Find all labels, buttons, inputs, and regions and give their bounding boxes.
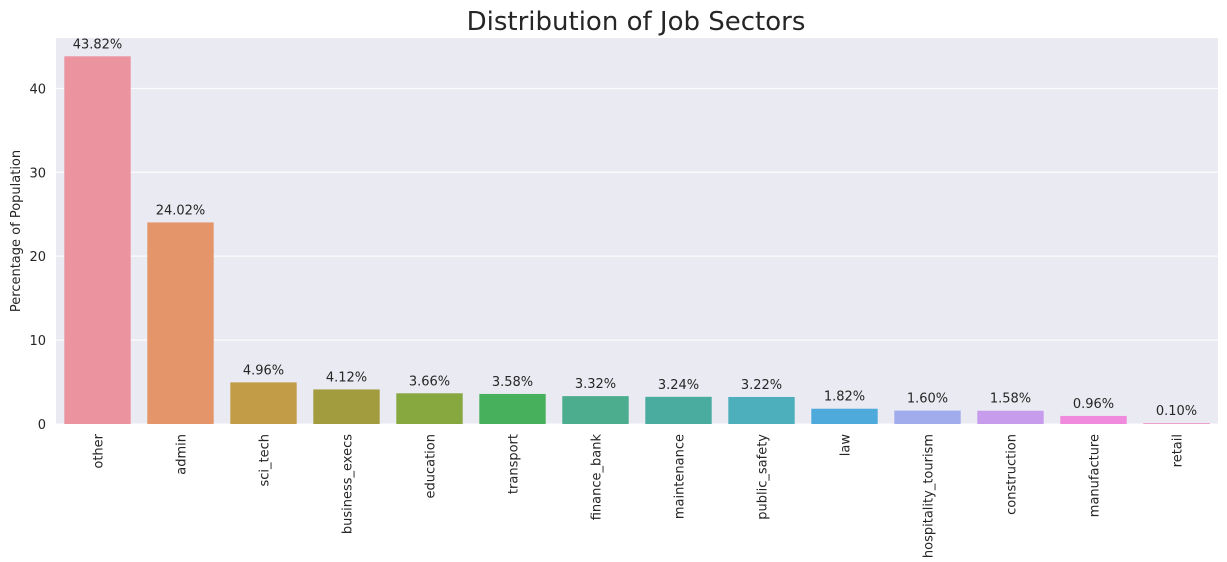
x-tick-label-sci_tech: sci_tech xyxy=(258,434,273,487)
value-label-admin: 24.02% xyxy=(156,203,206,218)
x-tick-label-transport: transport xyxy=(507,434,522,494)
value-label-business_execs: 4.12% xyxy=(326,370,367,385)
bar-hospitality_tourism xyxy=(894,410,961,424)
y-tick-label: 30 xyxy=(29,166,46,181)
bar-finance_bank xyxy=(562,396,629,424)
bars xyxy=(64,56,1210,425)
y-tick-label: 20 xyxy=(29,250,46,265)
y-tick-label: 0 xyxy=(38,418,46,433)
value-label-maintenance: 3.24% xyxy=(658,378,699,393)
bar-construction xyxy=(977,410,1044,424)
value-label-retail: 0.10% xyxy=(1156,404,1197,419)
plot-area xyxy=(56,38,1218,424)
value-label-education: 3.66% xyxy=(409,374,450,389)
x-tick-label-retail: retail xyxy=(1171,434,1186,467)
x-tick-label-education: education xyxy=(424,434,439,499)
value-label-hospitality_tourism: 1.60% xyxy=(907,392,948,407)
bar-education xyxy=(396,393,463,424)
value-label-sci_tech: 4.96% xyxy=(243,363,284,378)
value-label-manufacture: 0.96% xyxy=(1073,397,1114,412)
x-tick-label-maintenance: maintenance xyxy=(673,434,688,519)
x-tick-label-other: other xyxy=(92,433,107,468)
value-label-construction: 1.58% xyxy=(990,392,1031,407)
x-axis-ticks: other admin sci_tech business_execs educatio… xyxy=(92,433,1186,558)
x-tick-label-manufacture: manufacture xyxy=(1088,434,1103,517)
bar-retail xyxy=(1143,423,1210,424)
value-label-law: 1.82% xyxy=(824,390,865,405)
chart-title: Distribution of Job Sectors xyxy=(467,7,806,37)
value-label-transport: 3.58% xyxy=(492,375,533,390)
bar-other xyxy=(64,56,131,425)
bar-public_safety xyxy=(728,396,795,424)
x-tick-label-hospitality_tourism: hospitality_tourism xyxy=(922,434,937,558)
value-label-public_safety: 3.22% xyxy=(741,378,782,393)
bar-law xyxy=(811,408,878,424)
x-tick-label-law: law xyxy=(839,434,854,457)
value-label-other: 43.82% xyxy=(73,37,123,52)
bar-business_execs xyxy=(313,389,380,424)
y-axis-ticks: 0 10 20 30 40 xyxy=(29,82,46,433)
x-tick-label-admin: admin xyxy=(175,434,190,475)
x-tick-label-business_execs: business_execs xyxy=(341,434,356,534)
value-labels: 43.82% 24.02% 4.96% 4.12% 3.66% 3.58% 3.32% 3.2… xyxy=(73,37,1197,419)
y-axis-label: Percentage of Population xyxy=(9,150,24,312)
bar-transport xyxy=(479,393,546,424)
x-tick-label-public_safety: public_safety xyxy=(756,434,771,520)
y-tick-label: 40 xyxy=(29,82,46,97)
x-tick-label-construction: construction xyxy=(1005,434,1020,515)
bar-sci_tech xyxy=(230,382,297,424)
bar-admin xyxy=(147,222,214,424)
y-tick-label: 10 xyxy=(29,334,46,349)
value-label-finance_bank: 3.32% xyxy=(575,377,616,392)
x-tick-label-finance_bank: finance_bank xyxy=(590,434,605,521)
bar-maintenance xyxy=(645,396,712,424)
bar-manufacture xyxy=(1060,415,1127,424)
